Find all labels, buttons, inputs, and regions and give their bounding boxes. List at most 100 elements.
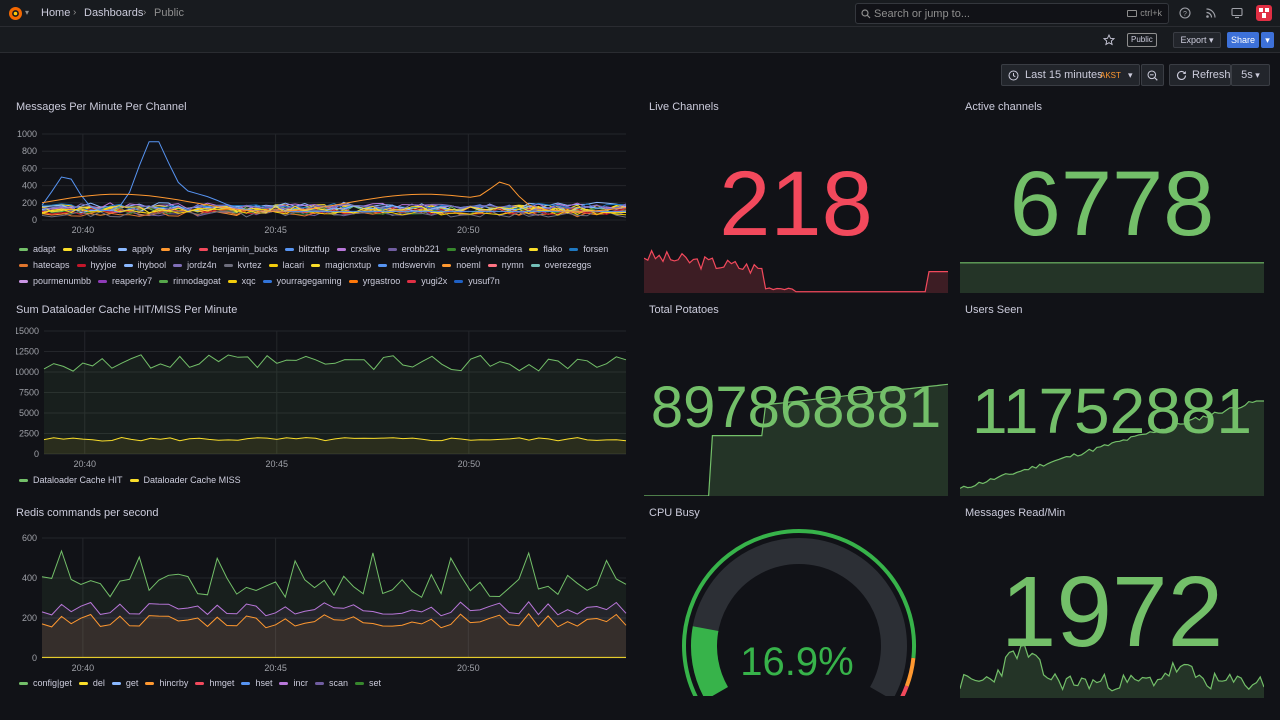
legend-item[interactable]: arky — [160, 241, 192, 257]
legend-item[interactable]: get — [111, 678, 138, 688]
legend-item[interactable]: nymn — [487, 257, 524, 273]
refresh-button[interactable]: Refresh — [1169, 64, 1231, 86]
legend-item[interactable]: yugi2x — [407, 273, 447, 289]
legend-swatch — [227, 280, 237, 284]
legend-swatch — [159, 280, 169, 284]
redis-timeseries-chart[interactable]: 600 400 200 0 20:40 20:45 20:50 — [16, 532, 630, 676]
legend-item[interactable]: reaperky7 — [98, 273, 152, 289]
legend-label: set — [368, 678, 381, 688]
legend-item[interactable]: Dataloader Cache HIT — [19, 475, 123, 485]
breadcrumb-dashboards[interactable]: Dashboards — [84, 7, 144, 19]
legend-label: yrgastroo — [362, 276, 401, 286]
chevron-down-icon[interactable]: ▾ — [25, 8, 30, 17]
legend-item[interactable]: yrgastroo — [348, 273, 401, 289]
legend-item[interactable]: Dataloader Cache MISS — [129, 475, 241, 485]
legend-swatch — [241, 682, 251, 686]
series-line — [43, 354, 627, 372]
legend-item[interactable]: set — [354, 678, 381, 688]
legend-item[interactable]: pourmenumbb — [19, 273, 91, 289]
refresh-interval-picker[interactable]: 5s ▾ — [1231, 64, 1270, 86]
legend-item[interactable]: incr — [279, 678, 308, 688]
legend-item[interactable]: noeml — [442, 257, 481, 273]
grafana-logo-icon[interactable] — [8, 6, 23, 21]
legend-item[interactable]: magicnxtup — [311, 257, 371, 273]
series-line — [41, 209, 627, 218]
legend-item[interactable]: hmget — [195, 678, 234, 688]
share-button[interactable]: Share — [1227, 32, 1259, 48]
y-tick-label: 1000 — [17, 129, 37, 139]
sparkline-line — [960, 644, 1264, 692]
legend-swatch — [19, 280, 28, 284]
legend-item[interactable]: hset — [241, 678, 272, 688]
legend-item[interactable]: crxslive — [336, 241, 381, 257]
share-label: Share — [1230, 35, 1256, 45]
legend-item[interactable]: adapt — [19, 241, 56, 257]
legend-swatch — [387, 248, 397, 252]
legend-item[interactable]: erobb221 — [387, 241, 440, 257]
zoom-out-button[interactable] — [1141, 64, 1164, 86]
star-icon[interactable] — [1103, 34, 1115, 46]
y-tick-label: 5000 — [19, 408, 39, 418]
legend-item[interactable]: benjamin_bucks — [198, 241, 278, 257]
legend-swatch — [19, 479, 28, 483]
kiosk-monitor-icon[interactable] — [1231, 7, 1243, 19]
legend-swatch — [98, 280, 108, 284]
export-button[interactable]: Export ▾ — [1173, 32, 1221, 48]
breadcrumb-home[interactable]: Home — [41, 7, 71, 19]
legend-swatch — [284, 248, 294, 252]
legend-item[interactable]: forsen — [569, 241, 608, 257]
legend-item[interactable]: flako — [529, 241, 562, 257]
messages-timeseries-chart[interactable]: 1000 800 600 400 200 0 20:40 20:45 20:50 — [16, 124, 630, 240]
chevron-down-icon: ▾ — [1206, 35, 1214, 45]
legend-item[interactable]: yourragegaming — [262, 273, 342, 289]
legend-swatch — [348, 280, 358, 284]
legend-item[interactable]: blitztfup — [284, 241, 330, 257]
user-avatar[interactable] — [1256, 5, 1272, 21]
search-placeholder: Search or jump to... — [874, 8, 970, 20]
legend-swatch — [19, 248, 28, 252]
legend-item[interactable]: ihybool — [123, 257, 167, 273]
sparkline-line — [960, 400, 1264, 489]
series-line — [41, 612, 627, 629]
legend-item[interactable]: evelynomadera — [446, 241, 522, 257]
cache-timeseries-chart[interactable]: 15000 12500 10000 7500 5000 2500 0 20:40 20:45 20… — [16, 324, 630, 472]
panel-title-total-potatoes: Total Potatoes — [649, 304, 719, 316]
zoom-out-icon — [1147, 70, 1158, 81]
x-tick-label: 20:40 — [72, 663, 95, 673]
legend-item[interactable]: rinnodagoat — [159, 273, 221, 289]
x-tick-label: 20:45 — [264, 663, 287, 673]
legend-item[interactable]: xqc — [227, 273, 256, 289]
legend-label: ihybool — [137, 260, 167, 270]
legend-item[interactable]: del — [78, 678, 105, 688]
search-input[interactable]: Search or jump to... ctrl+k — [855, 3, 1169, 24]
legend-item[interactable]: config|get — [19, 678, 72, 688]
legend-label: magicnxtup — [325, 260, 372, 270]
legend-item[interactable]: lacari — [268, 257, 304, 273]
legend-item[interactable]: yusuf7n — [454, 273, 500, 289]
shortcut-label: ctrl+k — [1140, 8, 1162, 18]
legend-item[interactable]: alkobliss — [62, 241, 111, 257]
legend-item[interactable]: hincrby — [145, 678, 188, 688]
legend-item[interactable]: hatecaps — [19, 257, 70, 273]
help-icon[interactable]: ? — [1179, 7, 1191, 19]
legend-item[interactable]: hyyjoe — [76, 257, 117, 273]
legend-swatch — [442, 264, 452, 268]
legend-item[interactable]: apply — [118, 241, 154, 257]
legend-swatch — [530, 264, 540, 268]
legend-item[interactable]: scan — [314, 678, 348, 688]
legend-item[interactable]: jordz4n — [173, 257, 217, 273]
y-tick-label: 400 — [22, 573, 37, 583]
clock-icon — [1008, 70, 1019, 81]
time-range-picker[interactable]: Last 15 minutes AKST ▾ — [1001, 64, 1140, 86]
legend-label: reaperky7 — [112, 276, 153, 286]
legend-swatch — [62, 248, 72, 252]
news-rss-icon[interactable] — [1205, 7, 1217, 19]
legend-item[interactable]: kvrtez — [223, 257, 262, 273]
legend-item[interactable]: mdswervin — [378, 257, 435, 273]
legend-label: hincrby — [159, 678, 189, 688]
share-options-button[interactable]: ▾ — [1261, 32, 1274, 48]
series-line — [41, 207, 627, 216]
legend-item[interactable]: overezeggs — [530, 257, 591, 273]
panel-title-redis: Redis commands per second — [16, 507, 159, 519]
legend-swatch — [118, 248, 128, 252]
